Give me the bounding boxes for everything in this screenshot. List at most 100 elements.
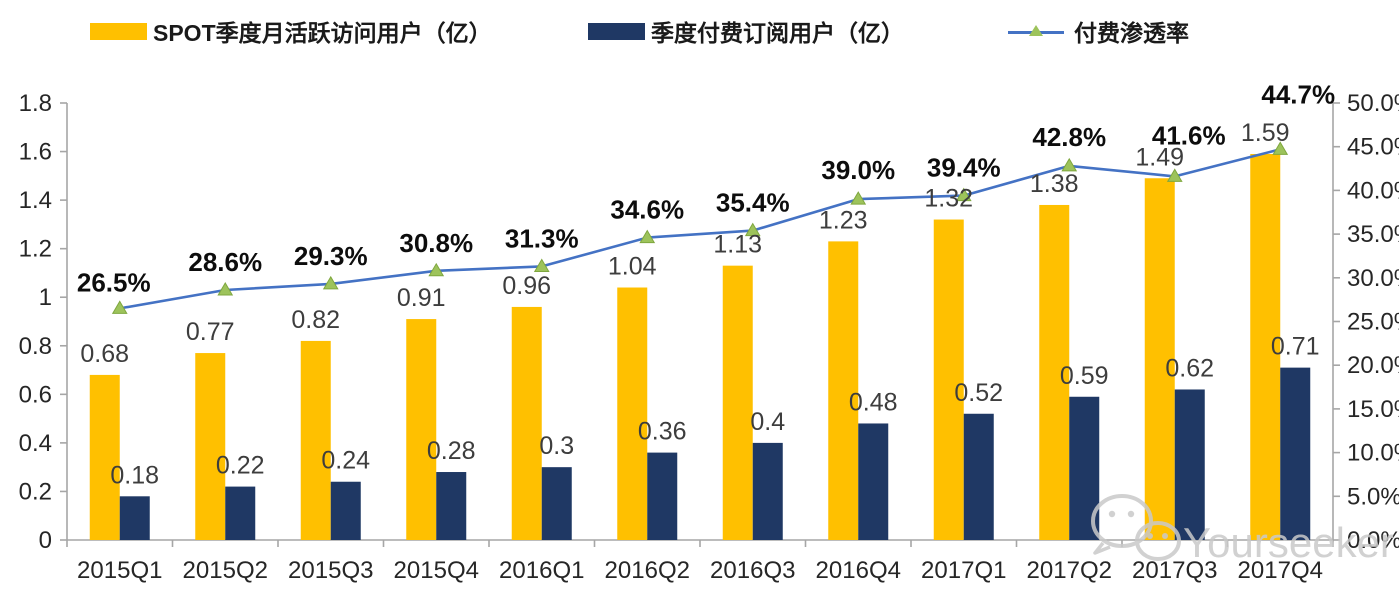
bar-mau-2016Q1 bbox=[511, 306, 542, 540]
y-right-tick-label: 35.0% bbox=[1347, 221, 1399, 248]
penetration-marker bbox=[1166, 168, 1183, 182]
label-mau-2015Q4: 0.91 bbox=[397, 284, 446, 312]
wechat-icon-small-bubble bbox=[1135, 521, 1181, 561]
label-subs-2017Q4: 0.71 bbox=[1271, 333, 1320, 361]
bar-subs-2017Q1 bbox=[963, 413, 994, 540]
label-penetration-2017Q3: 41.6% bbox=[1152, 120, 1226, 150]
penetration-marker bbox=[1272, 141, 1289, 155]
x-tick-label: 2016Q2 bbox=[605, 557, 690, 584]
x-tick-label: 2017Q2 bbox=[1027, 557, 1112, 584]
legend-label-subs: 季度付费订阅用户（亿） bbox=[651, 20, 904, 46]
label-mau-2017Q2: 1.38 bbox=[1030, 170, 1079, 198]
wechat-icon-eye bbox=[1108, 510, 1116, 518]
legend-swatch-mau bbox=[90, 22, 147, 40]
bar-mau-2015Q3 bbox=[300, 340, 331, 540]
penetration-marker bbox=[850, 191, 867, 205]
label-penetration-2016Q4: 39.0% bbox=[821, 155, 895, 185]
y-left-tick-label: 1.6 bbox=[19, 139, 52, 166]
label-mau-2017Q3: 1.49 bbox=[1135, 143, 1184, 171]
legend-swatch-subs bbox=[588, 22, 645, 40]
label-penetration-2015Q4: 30.8% bbox=[399, 228, 473, 258]
label-subs-2017Q3: 0.62 bbox=[1165, 354, 1214, 382]
bar-subs-2015Q2 bbox=[225, 486, 256, 540]
penetration-line bbox=[119, 148, 1281, 310]
legend-line-marker-icon bbox=[1008, 23, 1064, 40]
bar-mau-2017Q1 bbox=[933, 219, 964, 541]
penetration-marker bbox=[1061, 157, 1078, 172]
legend-item-mau: SPOT季度月活跃访问用户（亿） bbox=[90, 18, 492, 46]
wechat-icon-eye bbox=[1162, 533, 1168, 539]
x-tick-label: 2016Q3 bbox=[710, 557, 795, 584]
label-mau-2015Q2: 0.77 bbox=[186, 318, 235, 346]
legend-label-penetration: 付费渗透率 bbox=[1074, 20, 1189, 46]
wechat-icon-eye bbox=[1127, 510, 1135, 518]
y-right-tick-label: 45.0% bbox=[1347, 134, 1399, 161]
label-mau-2016Q4: 1.23 bbox=[819, 206, 868, 234]
bar-mau-2015Q4 bbox=[406, 319, 437, 540]
x-tick-label: 2015Q3 bbox=[288, 557, 373, 584]
label-subs-2017Q1: 0.52 bbox=[954, 379, 1003, 407]
label-penetration-2017Q4: 44.7% bbox=[1261, 79, 1335, 109]
label-mau-2016Q2: 1.04 bbox=[608, 253, 657, 281]
wechat-icon-tail bbox=[1093, 541, 1111, 555]
bar-subs-2017Q4 bbox=[1280, 367, 1311, 540]
y-right-tick-label: 10.0% bbox=[1347, 440, 1399, 467]
bar-mau-2016Q2 bbox=[617, 287, 648, 540]
legend-label-mau: SPOT季度月活跃访问用户（亿） bbox=[153, 20, 492, 46]
label-mau-2016Q3: 1.13 bbox=[713, 231, 762, 259]
label-mau-2015Q3: 0.82 bbox=[291, 306, 340, 334]
bar-mau-2017Q3 bbox=[1144, 178, 1175, 540]
bar-mau-2015Q1 bbox=[89, 374, 120, 540]
y-right-tick-label: 15.0% bbox=[1347, 396, 1399, 423]
x-tick-label: 2016Q1 bbox=[499, 557, 584, 584]
y-left-tick-label: 0.4 bbox=[19, 430, 52, 457]
bar-mau-2015Q2 bbox=[195, 353, 226, 540]
label-penetration-2015Q3: 29.3% bbox=[294, 241, 368, 271]
wechat-icon-eye bbox=[1147, 533, 1153, 539]
penetration-marker bbox=[533, 258, 550, 272]
bar-subs-2016Q2 bbox=[647, 452, 678, 540]
y-left-tick-label: 1.8 bbox=[19, 90, 52, 117]
y-right-tick-label: 30.0% bbox=[1347, 265, 1399, 292]
x-tick-label: 2017Q4 bbox=[1238, 557, 1323, 584]
penetration-marker bbox=[217, 282, 234, 296]
y-left-tick-label: 0 bbox=[39, 527, 52, 554]
penetration-marker bbox=[639, 229, 656, 244]
y-left-tick-label: 0.6 bbox=[19, 381, 52, 408]
label-subs-2016Q1: 0.3 bbox=[539, 432, 574, 460]
y-left-tick-label: 1.2 bbox=[19, 236, 52, 263]
label-subs-2015Q2: 0.22 bbox=[216, 452, 265, 480]
penetration-marker bbox=[955, 187, 972, 202]
x-tick-label: 2017Q3 bbox=[1132, 557, 1217, 584]
penetration-marker bbox=[111, 300, 128, 314]
y-right-tick-label: 40.0% bbox=[1347, 177, 1399, 204]
label-penetration-2016Q1: 31.3% bbox=[505, 223, 579, 253]
legend-item-subs: 季度付费订阅用户（亿） bbox=[588, 18, 904, 46]
bar-mau-2016Q3 bbox=[722, 265, 753, 540]
label-penetration-2015Q2: 28.6% bbox=[188, 247, 262, 277]
y-left-tick-label: 1 bbox=[39, 284, 52, 311]
y-right-tick-label: 5.0% bbox=[1347, 483, 1399, 510]
bar-subs-2015Q1 bbox=[119, 496, 150, 540]
bar-mau-2017Q4 bbox=[1250, 153, 1281, 540]
bar-mau-2017Q2 bbox=[1039, 204, 1070, 540]
label-subs-2015Q3: 0.24 bbox=[321, 447, 370, 475]
label-mau-2016Q1: 0.96 bbox=[502, 272, 551, 300]
bar-subs-2016Q4 bbox=[858, 423, 889, 540]
penetration-marker bbox=[744, 222, 761, 237]
y-right-tick-label: 25.0% bbox=[1347, 309, 1399, 336]
wechat-icon bbox=[1091, 494, 1153, 548]
label-subs-2015Q1: 0.18 bbox=[110, 461, 159, 489]
label-subs-2017Q2: 0.59 bbox=[1060, 362, 1109, 390]
y-right-tick-label: 50.0% bbox=[1347, 90, 1399, 117]
x-tick-label: 2017Q1 bbox=[921, 557, 1006, 584]
label-penetration-2015Q1: 26.5% bbox=[77, 267, 151, 297]
label-subs-2016Q2: 0.36 bbox=[638, 418, 687, 446]
bar-subs-2015Q3 bbox=[330, 481, 361, 540]
label-subs-2015Q4: 0.28 bbox=[427, 437, 476, 465]
label-mau-2015Q1: 0.68 bbox=[80, 340, 129, 368]
penetration-marker bbox=[428, 262, 445, 277]
label-penetration-2016Q2: 34.6% bbox=[610, 195, 684, 225]
